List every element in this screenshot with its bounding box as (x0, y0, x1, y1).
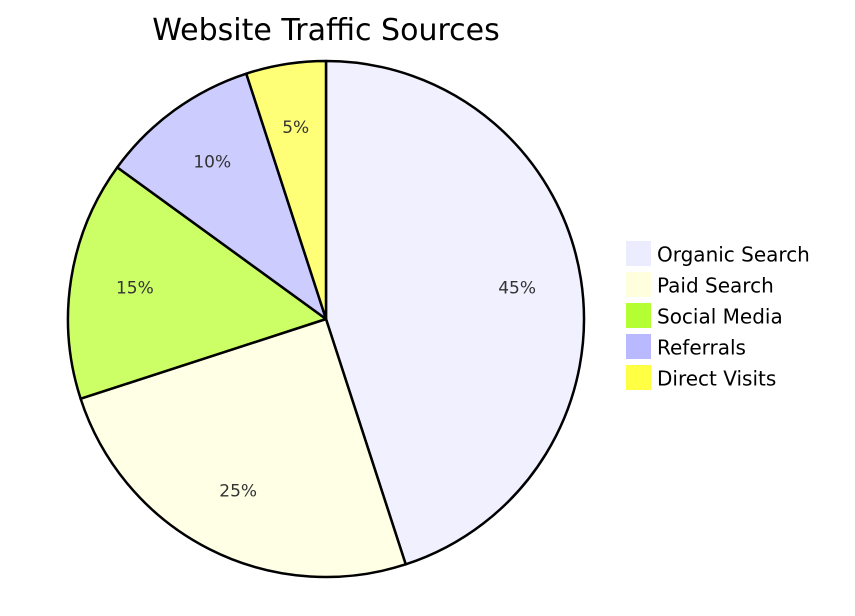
pie-slices (66, 59, 586, 579)
legend-label-referrals: Referrals (657, 336, 746, 360)
pie-slice-direct-visits (245, 59, 328, 321)
pie-slice-referrals (116, 72, 328, 321)
legend-swatch-social-media (626, 303, 651, 328)
chart-title: Website Traffic Sources (152, 13, 499, 48)
legend-swatch-organic-search (626, 241, 651, 266)
slice-label-direct-visits: 5% (282, 118, 309, 138)
slice-label-referrals: 10% (193, 152, 231, 172)
pie-slice-organic-search (324, 59, 586, 566)
legend-swatch-referrals (626, 334, 651, 359)
slice-label-social-media: 15% (116, 279, 154, 299)
slice-label-organic-search: 45% (498, 279, 536, 299)
legend-label-social-media: Social Media (657, 305, 783, 329)
legend-swatch-direct-visits (626, 365, 651, 390)
pie-slice-labels: 45% 25% 15% 10% 5% (116, 118, 536, 502)
pie-slice-social-media (66, 166, 328, 400)
legend-label-direct-visits: Direct Visits (657, 367, 776, 391)
legend-swatch-paid-search (626, 272, 651, 297)
legend-label-organic-search: Organic Search (657, 243, 810, 267)
legend: Organic Search Paid Search Social Media Ref… (626, 241, 810, 391)
pie-slice-paid-search (79, 317, 407, 579)
legend-label-paid-search: Paid Search (657, 274, 774, 298)
slice-label-paid-search: 25% (219, 481, 257, 501)
